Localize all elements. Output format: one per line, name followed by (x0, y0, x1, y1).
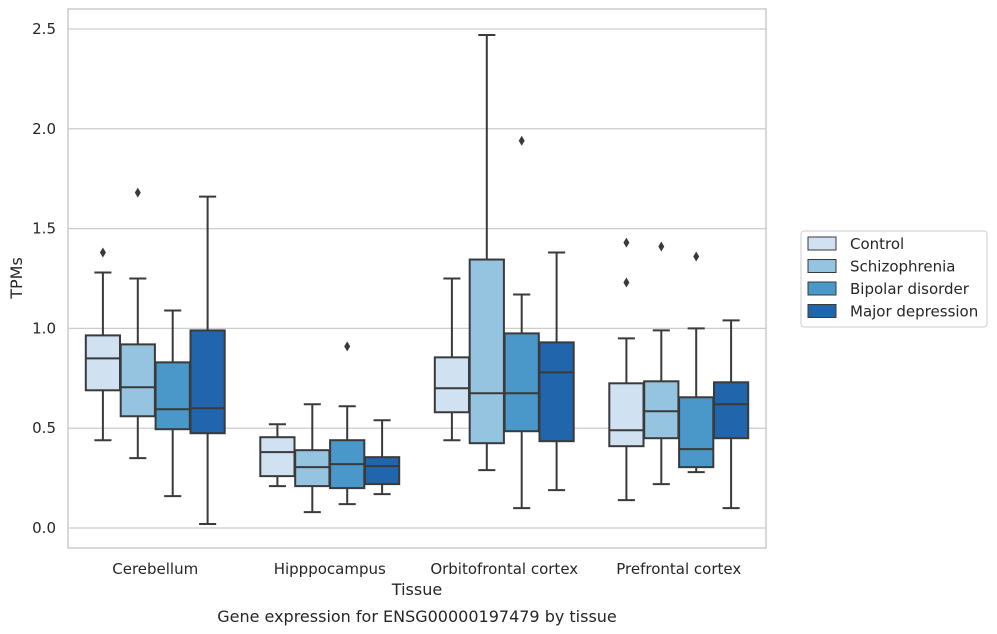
outlier-point (693, 251, 700, 262)
legend-label: Major depression (850, 303, 978, 321)
box-major-depression (363, 419, 401, 496)
box-iqr (119, 343, 156, 418)
box-iqr (433, 356, 471, 414)
box-iqr (363, 456, 401, 486)
box-iqr (259, 436, 296, 478)
box-iqr (154, 361, 191, 431)
box-control (259, 423, 296, 488)
y-tick-label: 0.0 (32, 519, 56, 537)
chart-caption: Gene expression for ENSG00000197479 by t… (217, 607, 617, 626)
box-bipolar-disorder (678, 251, 715, 474)
box-control (433, 277, 471, 442)
box-iqr (189, 329, 226, 435)
box-iqr (503, 332, 540, 433)
outlier-point (344, 341, 351, 352)
legend-swatch (807, 259, 837, 273)
box-iqr (643, 380, 680, 440)
box-series-layer (84, 33, 750, 526)
box-major-depression (538, 251, 575, 492)
legend-swatch (807, 304, 837, 318)
x-tick-label: Prefrontal cortex (616, 560, 741, 578)
x-tick-label: Cerebellum (112, 560, 198, 578)
box-bipolar-disorder (329, 341, 366, 506)
box-control (608, 237, 645, 502)
box-schizophrenia (468, 33, 505, 472)
x-axis-title: Tissue (391, 580, 442, 599)
x-tick-label: Hipppocampus (274, 560, 386, 578)
y-axis-ticks: 0.0 0.5 1.0 1.5 2.0 2.5 (32, 20, 56, 537)
x-tick-label: Orbitofrontal cortex (430, 560, 578, 578)
outlier-point (658, 241, 665, 252)
outlier-point (623, 237, 630, 248)
box-schizophrenia (643, 241, 680, 486)
outlier-point (99, 247, 106, 258)
box-iqr (84, 334, 122, 392)
box-major-depression (712, 319, 750, 510)
y-tick-label: 0.5 (32, 419, 56, 437)
plot-area-frame (67, 8, 767, 549)
legend-frame (800, 230, 988, 328)
outlier-point (623, 277, 630, 288)
legend-label: Schizophrenia (850, 258, 955, 276)
box-iqr (678, 396, 715, 469)
box-schizophrenia (119, 187, 156, 460)
x-axis-ticks: Cerebellum Hipppocampus Orbitofrontal cort… (112, 560, 741, 578)
outlier-point (134, 187, 141, 198)
legend: Control Schizophrenia Bipolar disorder Majo… (800, 230, 988, 328)
legend-swatch (807, 236, 837, 251)
box-bipolar-disorder (503, 135, 540, 510)
box-iqr (608, 382, 645, 448)
outlier-point (518, 135, 525, 146)
box-iqr (538, 341, 575, 443)
legend-label: Bipolar disorder (850, 280, 970, 298)
box-bipolar-disorder (154, 309, 191, 498)
box-iqr (712, 381, 750, 440)
legend-swatch (807, 281, 837, 296)
box-control (84, 247, 122, 442)
y-tick-label: 1.5 (32, 220, 56, 238)
y-tick-label: 2.0 (32, 120, 56, 138)
y-tick-label: 1.0 (32, 319, 56, 337)
box-schizophrenia (294, 403, 331, 514)
y-axis-title: TPMs (7, 257, 26, 300)
box-iqr (468, 258, 505, 445)
y-tick-label: 2.5 (32, 20, 56, 38)
box-major-depression (189, 195, 226, 526)
legend-label: Control (850, 235, 904, 253)
